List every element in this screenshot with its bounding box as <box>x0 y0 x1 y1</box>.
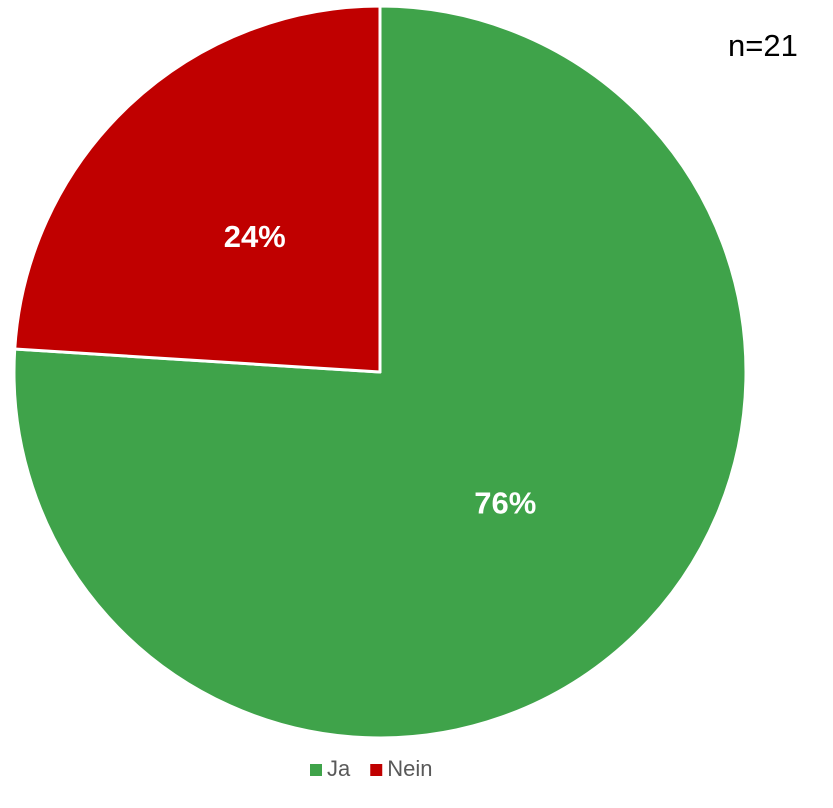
legend-label: Nein <box>387 756 432 781</box>
legend-swatch <box>370 764 383 776</box>
legend-swatch <box>310 764 322 776</box>
annotation: n=21 <box>728 28 798 63</box>
data-label: 76% <box>474 486 536 521</box>
pie-slice <box>13 4 382 374</box>
data-label: 24% <box>224 219 286 254</box>
legend-label: Ja <box>327 756 351 781</box>
